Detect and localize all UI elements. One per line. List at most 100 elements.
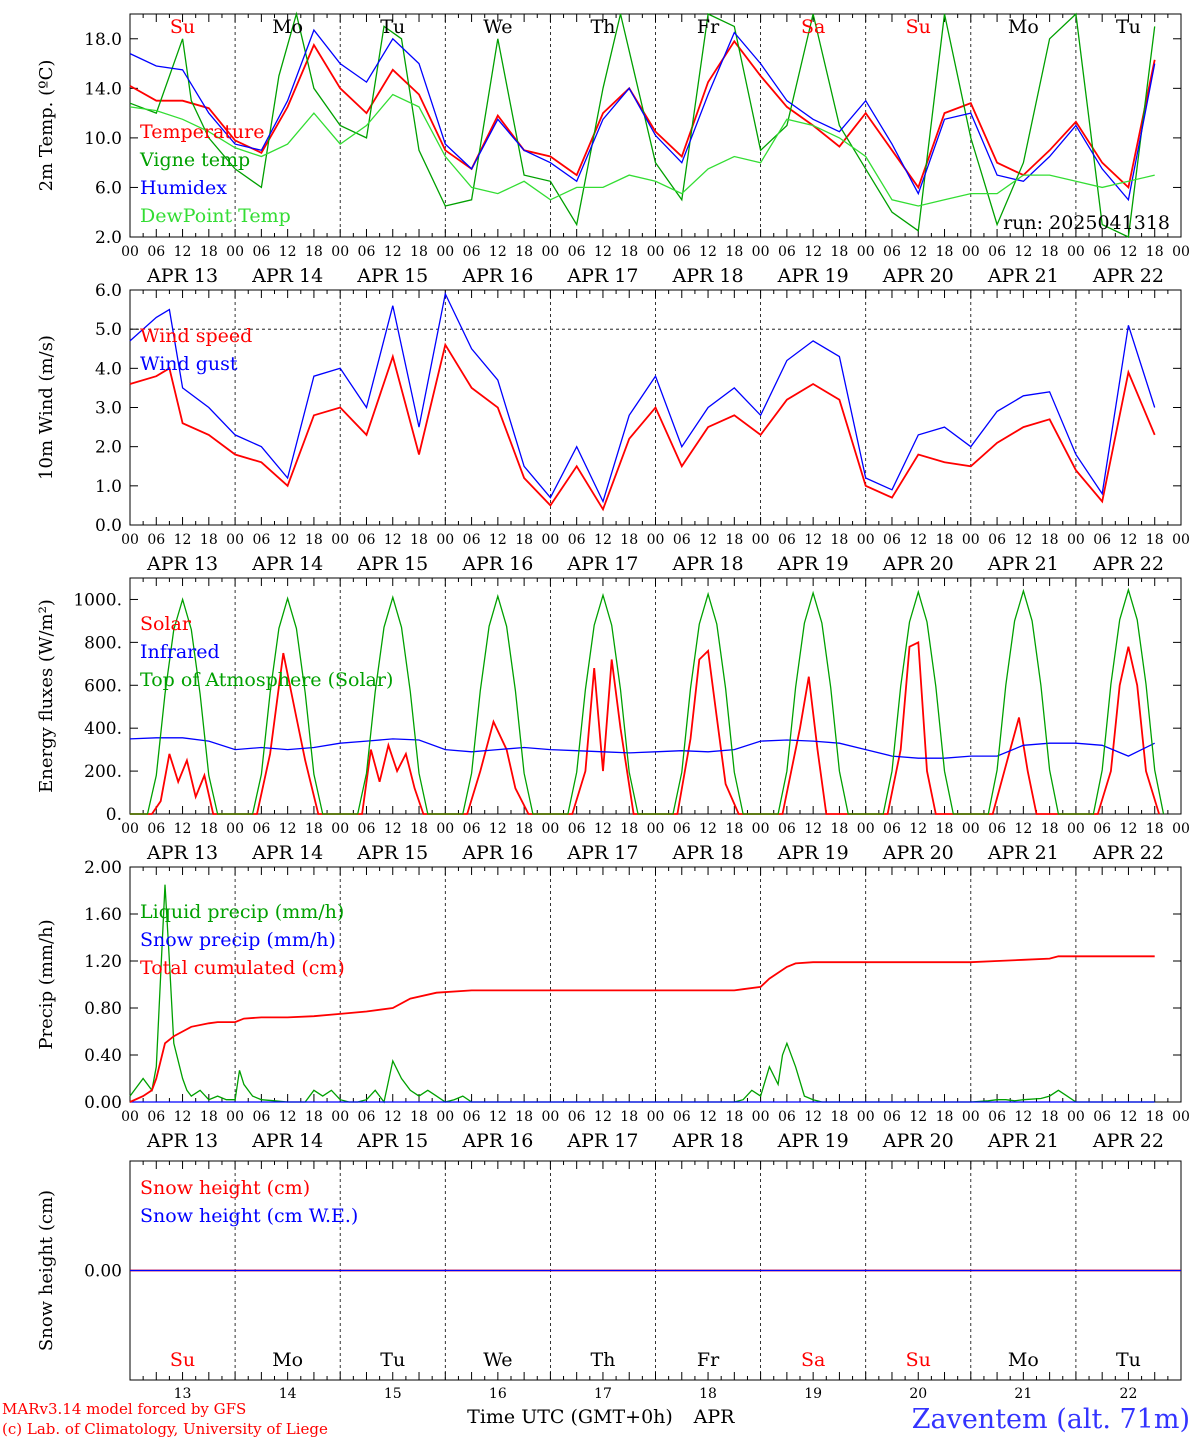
hour-tick-label: 18: [515, 821, 533, 837]
day-of-week-label: Su: [170, 1349, 195, 1371]
date-label: APR 14: [251, 1130, 323, 1152]
hour-tick-label: 18: [1041, 532, 1059, 548]
day-of-week-label: Mo: [272, 1349, 303, 1371]
hour-tick-label: 00: [1172, 244, 1190, 260]
y-tick-label: 6.0: [95, 281, 122, 301]
hour-tick-label: 18: [936, 244, 954, 260]
y-tick-label: 0.: [106, 805, 122, 825]
hour-tick-label: 00: [541, 244, 559, 260]
day-of-week-label: Th: [590, 1349, 615, 1371]
date-label: APR 20: [882, 842, 954, 864]
y-tick-label: 400.: [84, 719, 122, 739]
day-of-week-label: Fr: [697, 1349, 720, 1371]
legend-entry: Snow precip (mm/h): [140, 929, 336, 951]
day-number-label: 17: [594, 1386, 612, 1402]
hour-tick-label: 18: [515, 244, 533, 260]
legend-entry: Wind speed: [140, 325, 252, 347]
run-annotation: run: 2025041318: [1003, 212, 1170, 234]
hour-tick-label: 06: [673, 244, 691, 260]
hour-tick-label: 18: [620, 1109, 638, 1125]
hour-tick-label: 18: [305, 532, 323, 548]
hour-tick-label: 12: [1014, 821, 1032, 837]
date-label: APR 17: [566, 1130, 638, 1152]
y-axis-label: 2m Temp. (ºC): [36, 60, 57, 192]
hour-tick-label: 06: [883, 532, 901, 548]
hour-tick-label: 00: [857, 244, 875, 260]
hour-tick-label: 00: [331, 244, 349, 260]
hour-tick-label: 12: [909, 821, 927, 837]
date-label: APR 21: [987, 842, 1059, 864]
hour-tick-label: 18: [936, 1109, 954, 1125]
date-label: APR 16: [461, 265, 533, 287]
legend-entry: DewPoint Temp: [140, 205, 291, 227]
hour-tick-label: 12: [804, 244, 822, 260]
date-label: APR 20: [882, 1130, 954, 1152]
y-axis-label: Energy fluxes (W/m²): [36, 599, 57, 793]
y-tick-label: 800.: [84, 633, 122, 653]
panel-frame: [129, 13, 1182, 238]
date-label: APR 15: [356, 842, 428, 864]
day-of-week-label: We: [483, 16, 512, 38]
hour-tick-label: 18: [305, 244, 323, 260]
series-line-total-cumulated-cm-: [129, 955, 1155, 1103]
hour-tick-label: 12: [384, 244, 402, 260]
hour-tick-label: 06: [778, 244, 796, 260]
day-of-week-label: Fr: [697, 16, 720, 38]
hour-tick-label: 18: [200, 1109, 218, 1125]
hour-tick-label: 00: [436, 1109, 454, 1125]
hour-tick-label: 12: [1014, 532, 1032, 548]
hour-tick-label: 12: [279, 821, 297, 837]
hour-tick-label: 06: [988, 821, 1006, 837]
day-of-week-label: Mo: [272, 16, 303, 38]
hour-tick-label: 12: [909, 1109, 927, 1125]
hour-tick-label: 18: [410, 244, 428, 260]
hour-tick-label: 00: [436, 821, 454, 837]
hour-tick-label: 12: [279, 244, 297, 260]
hour-tick-label: 12: [699, 532, 717, 548]
hour-tick-label: 12: [594, 1109, 612, 1125]
date-label: APR 22: [1092, 842, 1164, 864]
hour-tick-label: 00: [226, 821, 244, 837]
day-of-week-label: Tu: [380, 1349, 405, 1371]
hour-tick-label: 00: [647, 244, 665, 260]
hour-tick-label: 00: [1067, 532, 1085, 548]
credit-line: (c) Lab. of Climatology, University of L…: [2, 1420, 328, 1438]
hour-tick-label: 18: [936, 821, 954, 837]
hour-tick-label: 00: [121, 532, 139, 548]
y-tick-label: 600.: [84, 676, 122, 696]
hour-tick-label: 00: [226, 532, 244, 548]
y-tick-label: 0.0: [95, 516, 122, 536]
hour-tick-label: 00: [962, 532, 980, 548]
hour-tick-label: 00: [1067, 821, 1085, 837]
hour-tick-label: 18: [725, 532, 743, 548]
date-label: APR 15: [356, 553, 428, 575]
hour-tick-label: 06: [568, 532, 586, 548]
day-of-week-label: Su: [906, 16, 931, 38]
day-number-label: 16: [489, 1386, 507, 1402]
hour-tick-label: 12: [909, 244, 927, 260]
date-label: APR 17: [566, 553, 638, 575]
hour-tick-label: 06: [673, 1109, 691, 1125]
hour-tick-label: 00: [121, 244, 139, 260]
legend-entry: Top of Atmosphere (Solar): [140, 669, 393, 691]
hour-tick-label: 06: [1093, 532, 1111, 548]
day-of-week-label: We: [483, 1349, 512, 1371]
day-of-week-label: Su: [170, 16, 195, 38]
hour-tick-label: 12: [1014, 244, 1032, 260]
day-number-label: 19: [804, 1386, 822, 1402]
hour-tick-label: 18: [200, 244, 218, 260]
hour-tick-label: 18: [725, 244, 743, 260]
hour-tick-label: 06: [358, 244, 376, 260]
date-label: APR 18: [672, 1130, 744, 1152]
y-tick-label: 0.40: [84, 1046, 122, 1066]
hour-tick-label: 18: [410, 1109, 428, 1125]
hour-tick-label: 00: [962, 821, 980, 837]
series-line-dewpoint-temp: [129, 93, 1155, 207]
y-tick-label: 2.00: [84, 858, 122, 878]
hour-tick-label: 06: [358, 1109, 376, 1125]
hour-tick-label: 18: [410, 532, 428, 548]
x-axis-month: APR: [693, 1406, 736, 1428]
hour-tick-label: 12: [489, 1109, 507, 1125]
hour-tick-label: 12: [174, 1109, 192, 1125]
hour-tick-label: 12: [384, 1109, 402, 1125]
